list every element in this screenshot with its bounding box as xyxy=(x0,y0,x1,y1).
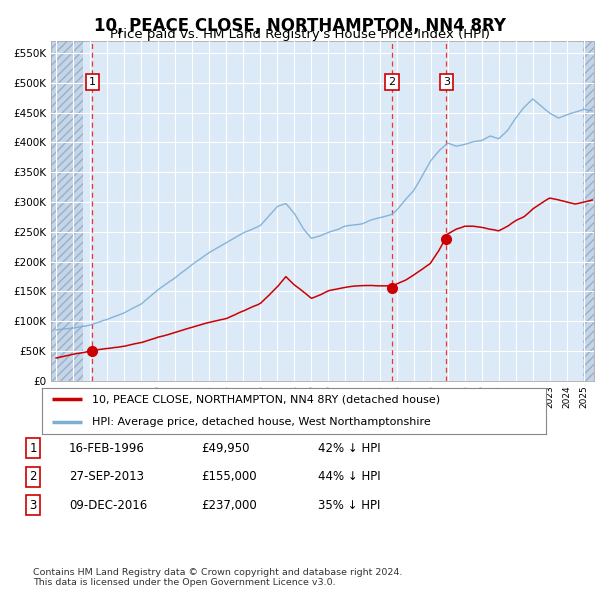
Text: 3: 3 xyxy=(29,499,37,512)
Text: 44% ↓ HPI: 44% ↓ HPI xyxy=(318,470,380,483)
Text: 2: 2 xyxy=(389,77,395,87)
Text: 42% ↓ HPI: 42% ↓ HPI xyxy=(318,442,380,455)
Bar xyxy=(51,41,83,381)
Text: 35% ↓ HPI: 35% ↓ HPI xyxy=(318,499,380,512)
Text: £49,950: £49,950 xyxy=(201,442,250,455)
Text: £237,000: £237,000 xyxy=(201,499,257,512)
Text: 10, PEACE CLOSE, NORTHAMPTON, NN4 8RY: 10, PEACE CLOSE, NORTHAMPTON, NN4 8RY xyxy=(94,17,506,35)
Bar xyxy=(583,41,594,381)
Text: 16-FEB-1996: 16-FEB-1996 xyxy=(69,442,145,455)
Text: 2: 2 xyxy=(29,470,37,483)
Text: £155,000: £155,000 xyxy=(201,470,257,483)
Text: 3: 3 xyxy=(443,77,450,87)
Bar xyxy=(51,41,83,381)
Text: 1: 1 xyxy=(29,442,37,455)
Text: 1: 1 xyxy=(89,77,95,87)
Text: Price paid vs. HM Land Registry's House Price Index (HPI): Price paid vs. HM Land Registry's House … xyxy=(110,28,490,41)
Bar xyxy=(583,41,594,381)
Text: 10, PEACE CLOSE, NORTHAMPTON, NN4 8RY (detached house): 10, PEACE CLOSE, NORTHAMPTON, NN4 8RY (d… xyxy=(92,394,440,404)
Text: HPI: Average price, detached house, West Northamptonshire: HPI: Average price, detached house, West… xyxy=(92,417,431,427)
Text: 09-DEC-2016: 09-DEC-2016 xyxy=(69,499,147,512)
Text: Contains HM Land Registry data © Crown copyright and database right 2024.
This d: Contains HM Land Registry data © Crown c… xyxy=(33,568,403,587)
Text: 27-SEP-2013: 27-SEP-2013 xyxy=(69,470,144,483)
